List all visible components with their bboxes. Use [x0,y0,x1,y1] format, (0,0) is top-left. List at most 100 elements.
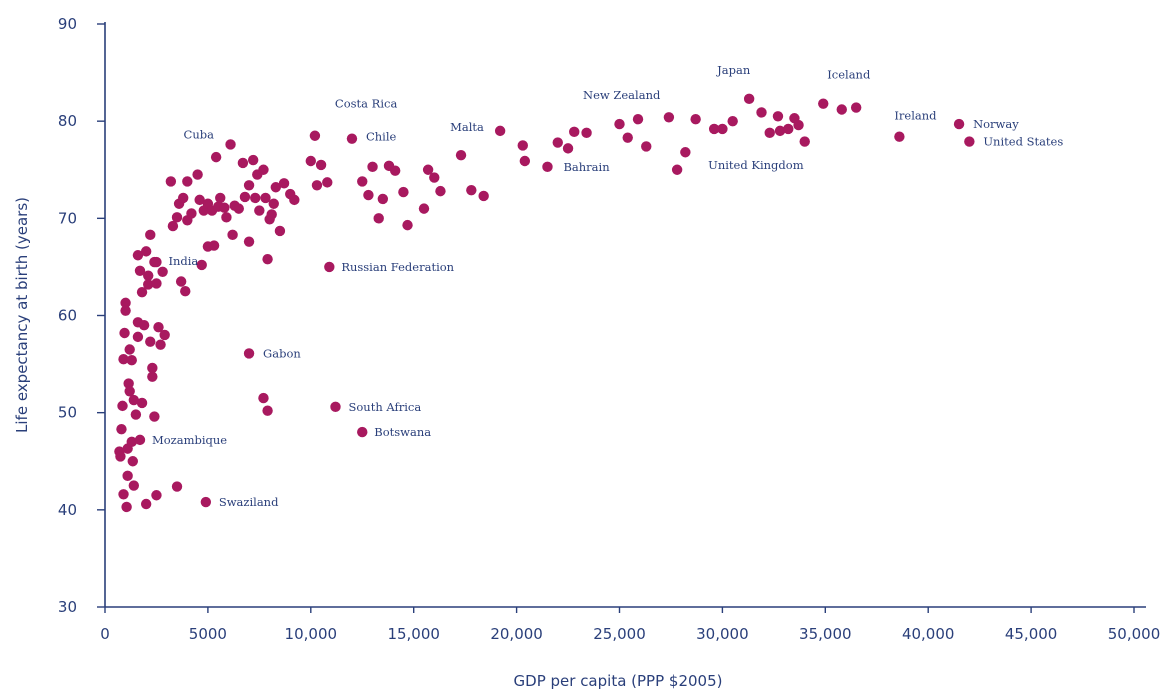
labeled-data-point [134,434,146,446]
point-labels: Cuba Costa Rica Chile Malta New Zealand Japan… [152,63,1063,509]
data-point [836,104,847,115]
x-tick-label: 15,000 [387,625,440,643]
data-point [717,123,728,135]
y-tick-label: 90 [58,15,77,33]
data-point [165,176,177,187]
labeled-data-point [243,348,255,359]
data-point [117,400,128,412]
data-point [783,123,794,135]
data-point [422,164,434,175]
data-point [357,176,368,187]
x-tick-label: 10,000 [285,625,338,643]
point-label: Cuba [184,127,215,141]
data-point [130,409,142,420]
x-tick-label: 0 [100,625,110,643]
data-point [274,225,286,237]
data-point [136,286,148,298]
data-point [562,143,574,154]
data-point [118,489,129,500]
data-point [149,411,160,422]
data-point [147,362,158,374]
point-label: Botswana [374,425,431,439]
data-point [671,164,683,175]
data-point [455,149,467,161]
point-label: Iceland [827,68,871,82]
data-point [517,140,528,151]
data-point [239,191,251,203]
data-point [402,219,413,231]
labeled-data-point [200,496,212,508]
data-point [145,229,156,241]
y-tick-label: 70 [58,209,77,227]
data-point [266,209,277,220]
data-point [143,270,154,281]
data-point [680,147,691,158]
labeled-data-point [542,161,553,173]
data-point [622,132,633,143]
data-point [123,378,134,389]
data-point [552,137,563,148]
data-point [389,165,401,176]
data-point [119,327,130,339]
data-point [418,203,430,214]
data-point [122,470,133,482]
data-point [663,112,675,123]
y-tick-label: 50 [58,404,77,422]
data-point [219,202,230,213]
data-point [243,180,255,191]
point-label: Russian Federation [341,260,454,274]
point-label: Swaziland [219,495,279,509]
labeled-data-point [708,123,720,135]
data-point [145,336,156,347]
y-axis-title: Life expectancy at birth (years) [13,197,31,433]
point-label: Mozambique [152,433,227,447]
data-point [435,185,446,197]
labeled-data-point [357,426,368,438]
x-tick-label: 40,000 [902,625,955,643]
data-point [363,189,374,201]
data-point [756,107,767,118]
data-point [118,354,129,365]
labeled-data-point [494,125,506,137]
data-point [237,157,249,169]
data-point [140,246,152,257]
labeled-data-point [964,136,975,147]
tick-labels: 0 5000 10,000 15,000 20,000 25,000 30,000 35,00… [58,15,1160,643]
x-tick-label: 5000 [189,625,227,643]
data-point [373,213,384,224]
data-point [322,177,333,188]
data-point [186,208,197,219]
data-point [690,114,701,125]
axes [104,22,1146,608]
point-label: South Africa [348,400,421,414]
data-point [398,186,409,198]
labeled-data-point [225,139,236,150]
data-point [192,169,203,180]
data-point [247,154,259,166]
data-point [254,205,265,216]
data-point [569,126,580,138]
data-point [136,397,148,409]
data-point [121,501,132,513]
data-point [210,151,222,163]
x-tick-label: 35,000 [799,625,852,643]
data-point [262,253,273,265]
data-point [727,115,738,127]
data-point [799,136,810,147]
data-point [128,480,140,491]
data-point [155,339,166,350]
data-point [116,423,127,435]
y-tick-label: 60 [58,307,77,325]
data-point [140,498,152,510]
labeled-data-point [324,261,335,273]
data-point [182,176,193,187]
data-point [270,182,282,193]
point-label: Chile [366,130,397,144]
data-point [126,436,137,448]
labeled-data-point [894,131,905,142]
x-tick-label: 25,000 [593,625,646,643]
data-point [772,111,784,122]
data-point [305,155,316,167]
data-point [478,190,489,202]
point-label: Japan [716,63,751,77]
